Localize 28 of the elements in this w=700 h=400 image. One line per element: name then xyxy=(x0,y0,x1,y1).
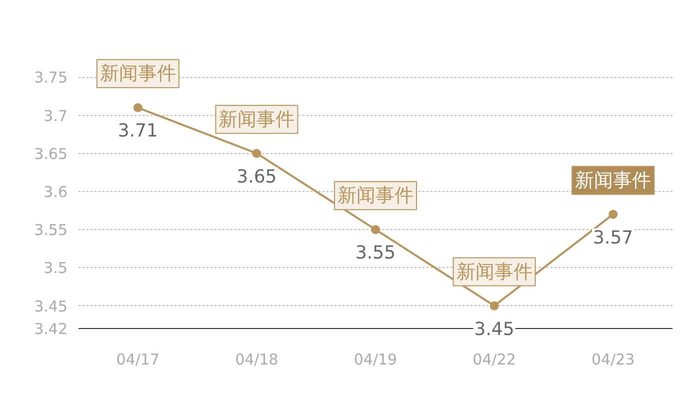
annotation: 新闻事件 xyxy=(218,108,295,130)
point xyxy=(608,210,618,219)
x-tick-label: 04/17 xyxy=(116,350,160,369)
x-tick-label: 04/19 xyxy=(354,350,398,369)
point xyxy=(371,225,380,234)
data-label: 3.55 xyxy=(355,242,396,264)
point xyxy=(133,103,142,112)
annotation: 新闻事件 xyxy=(100,62,176,85)
data-label: 3.57 xyxy=(593,227,634,248)
y-tick-label: 3.5 xyxy=(44,259,68,278)
x-tick-label: 04/22 xyxy=(472,350,516,369)
point xyxy=(252,148,262,158)
x-tick-label: 04/18 xyxy=(235,350,278,369)
data-label: 3.65 xyxy=(236,166,277,188)
y-tick-label: 3.45 xyxy=(34,297,68,316)
point xyxy=(490,301,499,310)
y-tick-label: 3.7 xyxy=(44,106,68,125)
annotation: 新闻事件 xyxy=(575,169,652,192)
y-tick-label: 3.55 xyxy=(34,221,68,240)
x-tick-label: 04/23 xyxy=(591,350,635,369)
annotation: 新闻事件 xyxy=(338,184,414,207)
data-label: 3.45 xyxy=(474,318,514,340)
y-tick-label: 3.75 xyxy=(34,68,68,87)
y-tick-label: 3.65 xyxy=(34,144,68,163)
y-tick-label: 3.6 xyxy=(44,182,68,201)
y-tick-label: 3.42 xyxy=(34,320,68,338)
data-label: 3.71 xyxy=(118,120,158,142)
annotation: 新闻事件 xyxy=(456,260,532,283)
